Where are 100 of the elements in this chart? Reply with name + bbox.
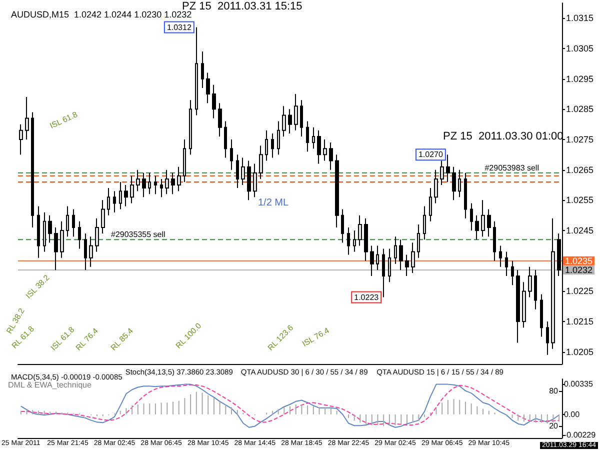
candlestick bbox=[165, 169, 169, 195]
candlestick bbox=[493, 220, 496, 262]
candlestick bbox=[277, 120, 280, 156]
annotation: PZ 15 2011.03.31 15:15 bbox=[182, 0, 302, 12]
candlestick bbox=[382, 248, 385, 298]
candlestick bbox=[312, 126, 315, 150]
annotation: RL 85.4 bbox=[108, 326, 136, 352]
candlestick bbox=[72, 208, 75, 238]
annotation: ISL 76.4 bbox=[300, 326, 332, 348]
candlestick bbox=[195, 26, 198, 116]
candlestick bbox=[189, 100, 192, 156]
candlestick bbox=[154, 175, 157, 195]
candlestick bbox=[358, 214, 362, 246]
candlestick bbox=[247, 160, 251, 201]
candlestick bbox=[540, 294, 543, 338]
candlestick bbox=[136, 169, 140, 192]
candlestick bbox=[101, 200, 105, 234]
y-tick-label: 1.0245 bbox=[566, 226, 594, 236]
candlestick bbox=[218, 102, 222, 137]
candlestick bbox=[522, 282, 526, 328]
candlestick bbox=[142, 172, 146, 198]
candlestick bbox=[323, 139, 327, 162]
y-tick-label: 1.0285 bbox=[566, 104, 594, 114]
candlestick bbox=[511, 260, 514, 286]
candlestick bbox=[499, 245, 502, 268]
candlestick bbox=[317, 130, 321, 164]
candlestick bbox=[516, 269, 520, 344]
candlestick bbox=[452, 166, 456, 201]
candlestick bbox=[423, 206, 426, 240]
candlestick bbox=[347, 226, 350, 256]
annotation: 1.0223 bbox=[354, 292, 380, 302]
candlestick bbox=[306, 120, 309, 152]
annotation: 1.0270 bbox=[418, 150, 444, 160]
ref-line-label: #29053983 sell bbox=[484, 163, 540, 172]
candlestick bbox=[31, 112, 34, 228]
candlestick bbox=[177, 166, 181, 192]
candlestick bbox=[124, 184, 128, 207]
candlestick bbox=[265, 130, 268, 162]
candlestick bbox=[288, 108, 292, 134]
candlestick bbox=[84, 233, 87, 270]
ref-line-label: 1.0232 bbox=[565, 264, 593, 275]
candlestick bbox=[37, 206, 40, 258]
candlestick bbox=[171, 172, 175, 195]
candlestick bbox=[546, 321, 549, 356]
candlestick bbox=[201, 51, 204, 88]
candlestick bbox=[329, 142, 333, 170]
candlestick bbox=[399, 239, 403, 270]
candlestick bbox=[95, 218, 99, 252]
candlestick bbox=[481, 200, 485, 238]
candlestick bbox=[353, 230, 356, 252]
candlestick bbox=[54, 226, 58, 270]
candlestick bbox=[224, 120, 227, 158]
annotation: DML & EWA_technique bbox=[8, 380, 92, 390]
y-tick-label: 1.0295 bbox=[566, 74, 594, 84]
candlestick bbox=[458, 169, 461, 198]
candlestick bbox=[440, 160, 444, 186]
candlestick bbox=[236, 154, 239, 189]
candlestick bbox=[300, 100, 303, 137]
candlestick bbox=[241, 157, 245, 186]
annotation: ISL 38.2 bbox=[24, 272, 52, 300]
candlestick bbox=[119, 181, 122, 210]
candlestick bbox=[259, 145, 263, 180]
candlestick bbox=[113, 190, 116, 213]
y-tick-label: 80 bbox=[549, 386, 559, 396]
ref-line-label: 1.0235 bbox=[565, 256, 593, 266]
candlestick bbox=[282, 106, 286, 137]
candlestick bbox=[429, 188, 432, 222]
candlestick bbox=[534, 269, 537, 310]
y-tick-label: 1.0265 bbox=[566, 164, 594, 175]
candlestick bbox=[370, 245, 374, 277]
candlestick bbox=[388, 248, 391, 283]
ref-line-label: #29035355 sell bbox=[111, 230, 166, 240]
candlestick bbox=[148, 172, 151, 195]
candlestick bbox=[487, 208, 491, 238]
y-tick-label: 20 bbox=[549, 422, 559, 431]
candlestick bbox=[341, 208, 344, 244]
candlestick bbox=[130, 175, 134, 204]
candlestick bbox=[48, 214, 52, 244]
y2-tick-label: 0.00 bbox=[564, 410, 580, 419]
candlestick bbox=[294, 94, 298, 131]
candlestick bbox=[464, 172, 467, 219]
candlestick bbox=[528, 266, 532, 298]
candlestick bbox=[206, 72, 210, 104]
candlestick bbox=[405, 254, 409, 277]
candlestick bbox=[60, 220, 64, 258]
candlestick bbox=[230, 139, 233, 170]
candlestick bbox=[160, 178, 163, 198]
y-tick-label: 1.0315 bbox=[566, 13, 594, 24]
y-tick-label: 1.0255 bbox=[566, 195, 594, 206]
y-tick-label: 1.0215 bbox=[566, 316, 594, 327]
candlestick bbox=[470, 202, 473, 232]
annotation: ISL 61.8 bbox=[48, 110, 80, 130]
annotation: 1/2 ML bbox=[258, 198, 290, 208]
annotation: 1.0312 bbox=[166, 22, 192, 32]
candlestick bbox=[271, 132, 274, 158]
candlestick bbox=[25, 96, 29, 140]
candlestick bbox=[66, 206, 69, 238]
candlestick bbox=[89, 236, 93, 268]
y2-tick-label: 0.00335 bbox=[564, 379, 594, 388]
candlestick bbox=[394, 236, 397, 264]
